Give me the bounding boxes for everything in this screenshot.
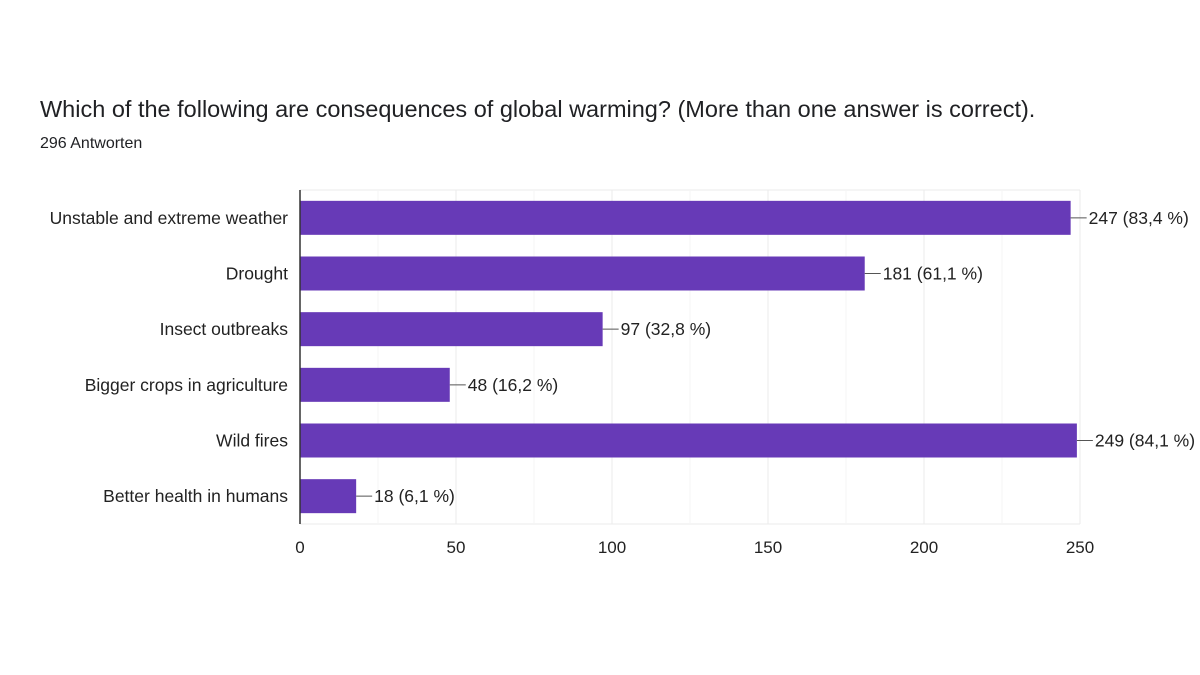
question-title: Which of the following are consequences … — [40, 96, 1036, 122]
bar-4 — [300, 367, 450, 402]
value-label: 18 (6,1 %) — [374, 486, 455, 506]
bar-5 — [300, 423, 1077, 458]
category-label: Better health in humans — [103, 486, 288, 506]
bar-2 — [300, 256, 865, 291]
category-label: Unstable and extreme weather — [50, 208, 288, 228]
value-label: 247 (83,4 %) — [1089, 208, 1189, 228]
bar-1 — [300, 200, 1071, 235]
x-tick-label: 200 — [910, 538, 938, 557]
category-label: Drought — [226, 264, 288, 284]
category-label: Insect outbreaks — [160, 319, 289, 339]
bar-6 — [300, 479, 357, 514]
x-tick-label: 150 — [754, 538, 782, 557]
category-label: Bigger crops in agriculture — [85, 375, 288, 395]
response-count: 296 Antworten — [40, 135, 143, 152]
value-label: 181 (61,1 %) — [883, 264, 983, 284]
x-tick-label: 0 — [295, 538, 304, 557]
x-tick-label: 50 — [447, 538, 466, 557]
x-tick-label: 100 — [598, 538, 626, 557]
x-tick-label: 250 — [1066, 538, 1094, 557]
value-label: 249 (84,1 %) — [1095, 431, 1195, 451]
category-label: Wild fires — [216, 431, 288, 451]
bar-3 — [300, 312, 603, 347]
value-label: 48 (16,2 %) — [468, 375, 558, 395]
value-label: 97 (32,8 %) — [621, 319, 711, 339]
